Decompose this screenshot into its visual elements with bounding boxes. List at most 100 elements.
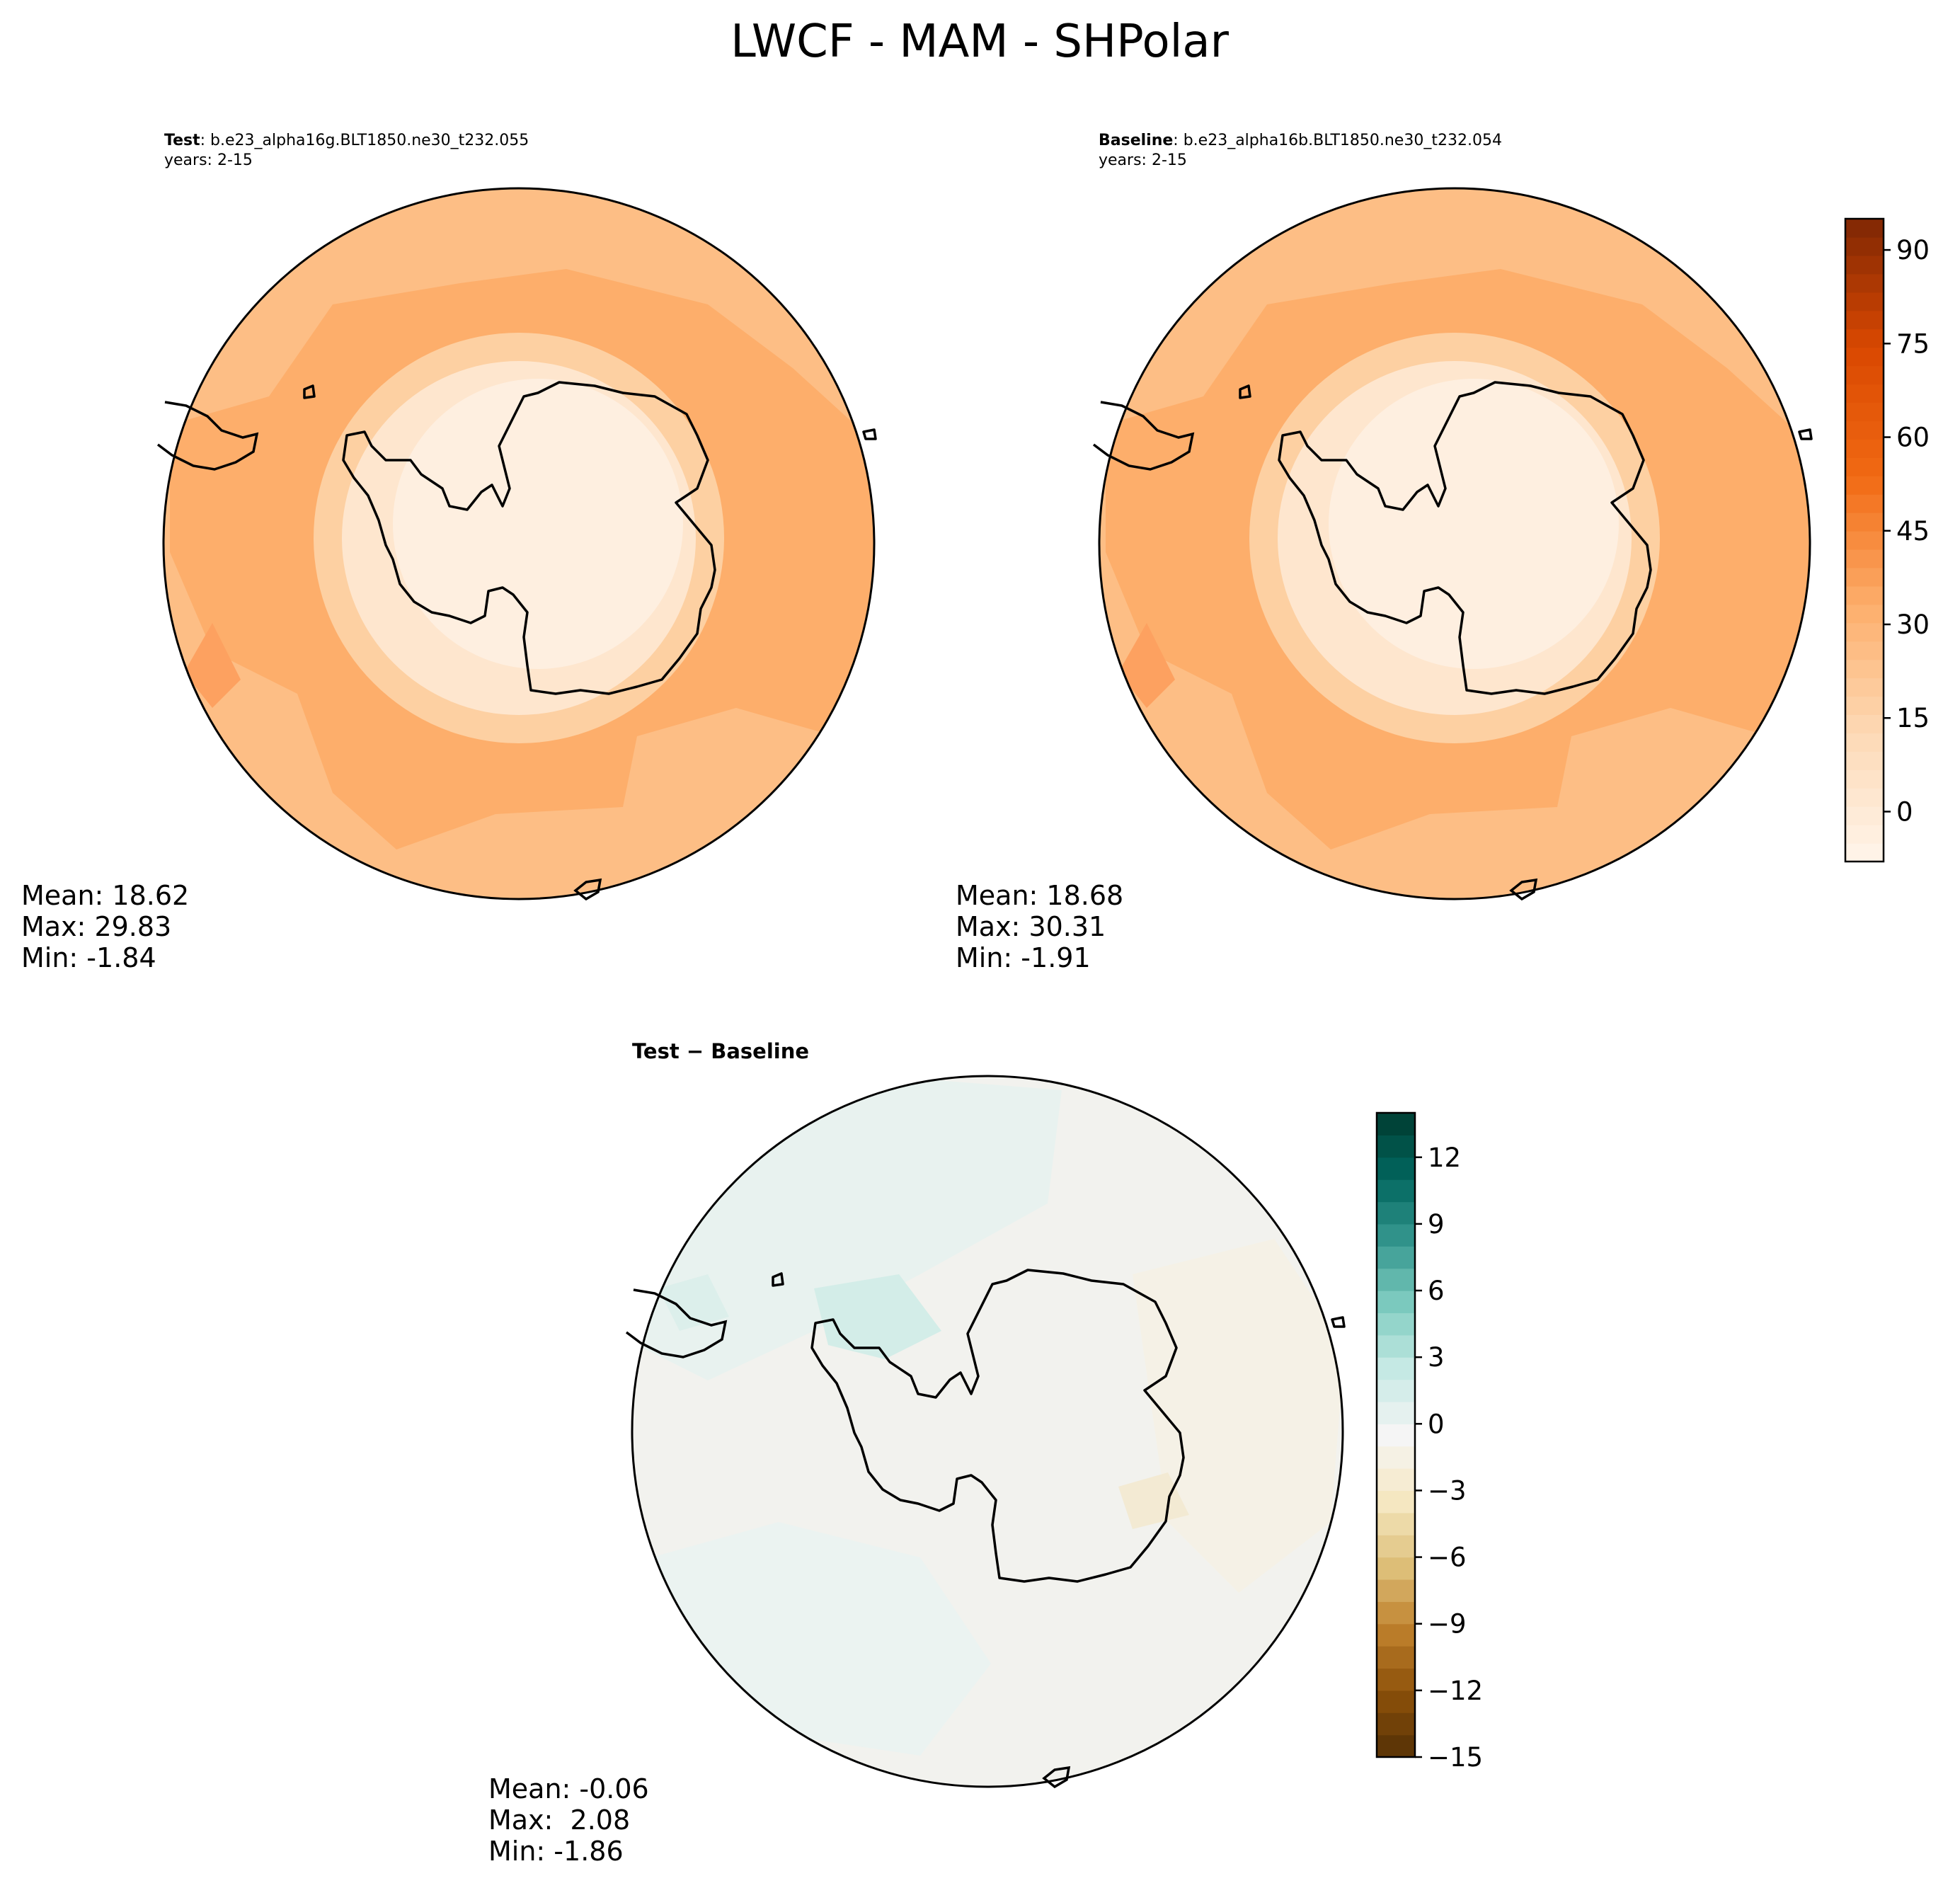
panel-baseline-stat-min: Min: -1.91 [956, 942, 1091, 973]
colorbar-lwcf-level-12 [1845, 622, 1884, 642]
colorbar-lwcf-frame [1844, 217, 1885, 863]
colorbar-difference-tick-label-3: −6 [1428, 1543, 1467, 1573]
colorbar-lwcf-tick-label-2: 30 [1896, 610, 1930, 640]
colorbar-difference-level-4 [1377, 1646, 1415, 1669]
panel-baseline-stat-mean: Mean: 18.68 [956, 880, 1123, 911]
colorbar-lwcf-level-34 [1845, 219, 1884, 238]
colorbar-difference-level-16 [1377, 1379, 1415, 1402]
panel-test-stat-mean: Mean: 18.62 [21, 880, 189, 911]
colorbar-difference-level-21 [1377, 1268, 1415, 1291]
panel-baseline-years: years: 2-15 [1099, 151, 1187, 169]
colorbar-lwcf-level-25 [1845, 384, 1884, 404]
colorbar-lwcf-level-8 [1845, 696, 1884, 716]
panel-difference-stat-max: Max: 2.08 [488, 1804, 630, 1836]
colorbar-lwcf-level-0 [1845, 843, 1884, 862]
panel-test-label: Test: b.e23_alpha16g.BLT1850.ne30_t232.0… [164, 132, 529, 149]
colorbar-lwcf-tick-label-1: 15 [1896, 703, 1930, 733]
map-baseline [1099, 188, 1810, 899]
colorbar-difference-level-17 [1377, 1357, 1415, 1380]
colorbar-difference-tick-label-0: −15 [1428, 1742, 1483, 1773]
colorbar-difference-level-1 [1377, 1712, 1415, 1736]
colorbar-difference-level-15 [1377, 1401, 1415, 1424]
colorbar-lwcf-level-19 [1845, 494, 1884, 513]
colorbar-lwcf-level-5 [1845, 751, 1884, 770]
colorbar-difference-level-2 [1377, 1690, 1415, 1713]
colorbar-difference-level-10 [1377, 1512, 1415, 1535]
colorbar-difference-level-18 [1377, 1334, 1415, 1358]
colorbar-lwcf-level-18 [1845, 513, 1884, 532]
colorbar-difference-tick-label-7: 6 [1428, 1276, 1445, 1306]
colorbar-lwcf-level-21 [1845, 457, 1884, 476]
colorbar-difference-tick-label-2: −9 [1428, 1609, 1467, 1640]
panel-difference-label: Test − Baseline [632, 1039, 809, 1063]
colorbar-difference: −15 −12 −9 −6 −3 0 3 6 9 12 [1375, 1111, 1483, 1773]
map-difference-boundary [631, 1075, 1344, 1788]
colorbar-lwcf-tick-label-0: 0 [1896, 796, 1913, 827]
colorbar-lwcf-level-10 [1845, 659, 1884, 679]
colorbar-lwcf-level-26 [1845, 365, 1884, 385]
colorbar-difference-level-3 [1377, 1668, 1415, 1691]
colorbar-lwcf-level-29 [1845, 310, 1884, 330]
map-baseline-boundary [1098, 187, 1811, 900]
colorbar-difference-tick-label-1: −12 [1428, 1676, 1483, 1706]
colorbar-lwcf-level-24 [1845, 402, 1884, 421]
colorbar-difference-tick-label-4: −3 [1428, 1475, 1467, 1506]
colorbar-lwcf: 0 15 30 45 60 75 90 [1844, 217, 1930, 863]
panel-difference-stat-min: Min: -1.86 [488, 1836, 624, 1867]
map-test-boundary [162, 187, 876, 900]
colorbar-lwcf-level-2 [1845, 806, 1884, 825]
colorbar-difference-level-19 [1377, 1312, 1415, 1336]
colorbar-difference-level-9 [1377, 1535, 1415, 1558]
map-test [164, 188, 874, 899]
colorbar-lwcf-level-30 [1845, 292, 1884, 311]
colorbar-difference-level-7 [1377, 1579, 1415, 1602]
colorbar-lwcf-level-22 [1845, 439, 1884, 458]
colorbar-lwcf-level-28 [1845, 328, 1884, 348]
colorbar-difference-frame [1375, 1111, 1416, 1758]
colorbar-lwcf-tick-label-6: 90 [1896, 235, 1930, 265]
panel-test-stat-max: Max: 29.83 [21, 911, 171, 942]
colorbar-lwcf-level-33 [1845, 236, 1884, 256]
colorbar-lwcf-level-13 [1845, 604, 1884, 624]
colorbar-lwcf-level-4 [1845, 769, 1884, 789]
panel-baseline-stat-max: Max: 30.31 [956, 911, 1106, 942]
colorbar-difference-level-12 [1377, 1468, 1415, 1492]
colorbar-lwcf-level-27 [1845, 347, 1884, 367]
map-difference [632, 1076, 1343, 1787]
colorbar-lwcf-level-32 [1845, 255, 1884, 275]
panel-test-years: years: 2-15 [164, 151, 253, 169]
colorbar-lwcf-tick-label-4: 60 [1896, 423, 1930, 453]
colorbar-difference-level-27 [1377, 1135, 1415, 1158]
colorbar-difference-level-13 [1377, 1446, 1415, 1469]
colorbar-lwcf-level-15 [1845, 567, 1884, 587]
colorbar-difference-level-22 [1377, 1246, 1415, 1269]
colorbar-lwcf-level-31 [1845, 273, 1884, 293]
colorbar-lwcf-level-17 [1845, 531, 1884, 550]
colorbar-difference-level-8 [1377, 1557, 1415, 1580]
colorbar-lwcf-level-14 [1845, 585, 1884, 605]
colorbar-lwcf-level-1 [1845, 825, 1884, 844]
colorbar-lwcf-level-6 [1845, 733, 1884, 752]
colorbar-difference-level-28 [1377, 1113, 1415, 1135]
colorbar-difference-level-6 [1377, 1601, 1415, 1625]
colorbar-lwcf-tick-label-5: 75 [1896, 328, 1930, 359]
colorbar-lwcf-level-20 [1845, 476, 1884, 495]
colorbar-difference-level-24 [1377, 1201, 1415, 1225]
figure-title: LWCF - MAM - SHPolar [730, 16, 1230, 68]
colorbar-lwcf-level-16 [1845, 549, 1884, 568]
colorbar-lwcf-level-3 [1845, 788, 1884, 807]
panel-difference-stat-mean: Mean: -0.06 [488, 1773, 649, 1804]
colorbar-difference-level-5 [1377, 1623, 1415, 1647]
panel-test-stat-min: Min: -1.84 [21, 942, 156, 973]
colorbar-lwcf-level-9 [1845, 677, 1884, 697]
colorbar-difference-tick-label-6: 3 [1428, 1342, 1445, 1373]
colorbar-lwcf-level-23 [1845, 420, 1884, 440]
colorbar-difference-level-23 [1377, 1223, 1415, 1247]
colorbar-difference-level-20 [1377, 1291, 1415, 1314]
panel-baseline-label: Baseline: b.e23_alpha16b.BLT1850.ne30_t2… [1099, 132, 1502, 149]
colorbar-lwcf-level-7 [1845, 714, 1884, 733]
colorbar-difference-level-26 [1377, 1157, 1415, 1180]
colorbar-difference-level-11 [1377, 1490, 1415, 1514]
panel-test: Test: b.e23_alpha16g.BLT1850.ne30_t232.0… [21, 132, 877, 973]
